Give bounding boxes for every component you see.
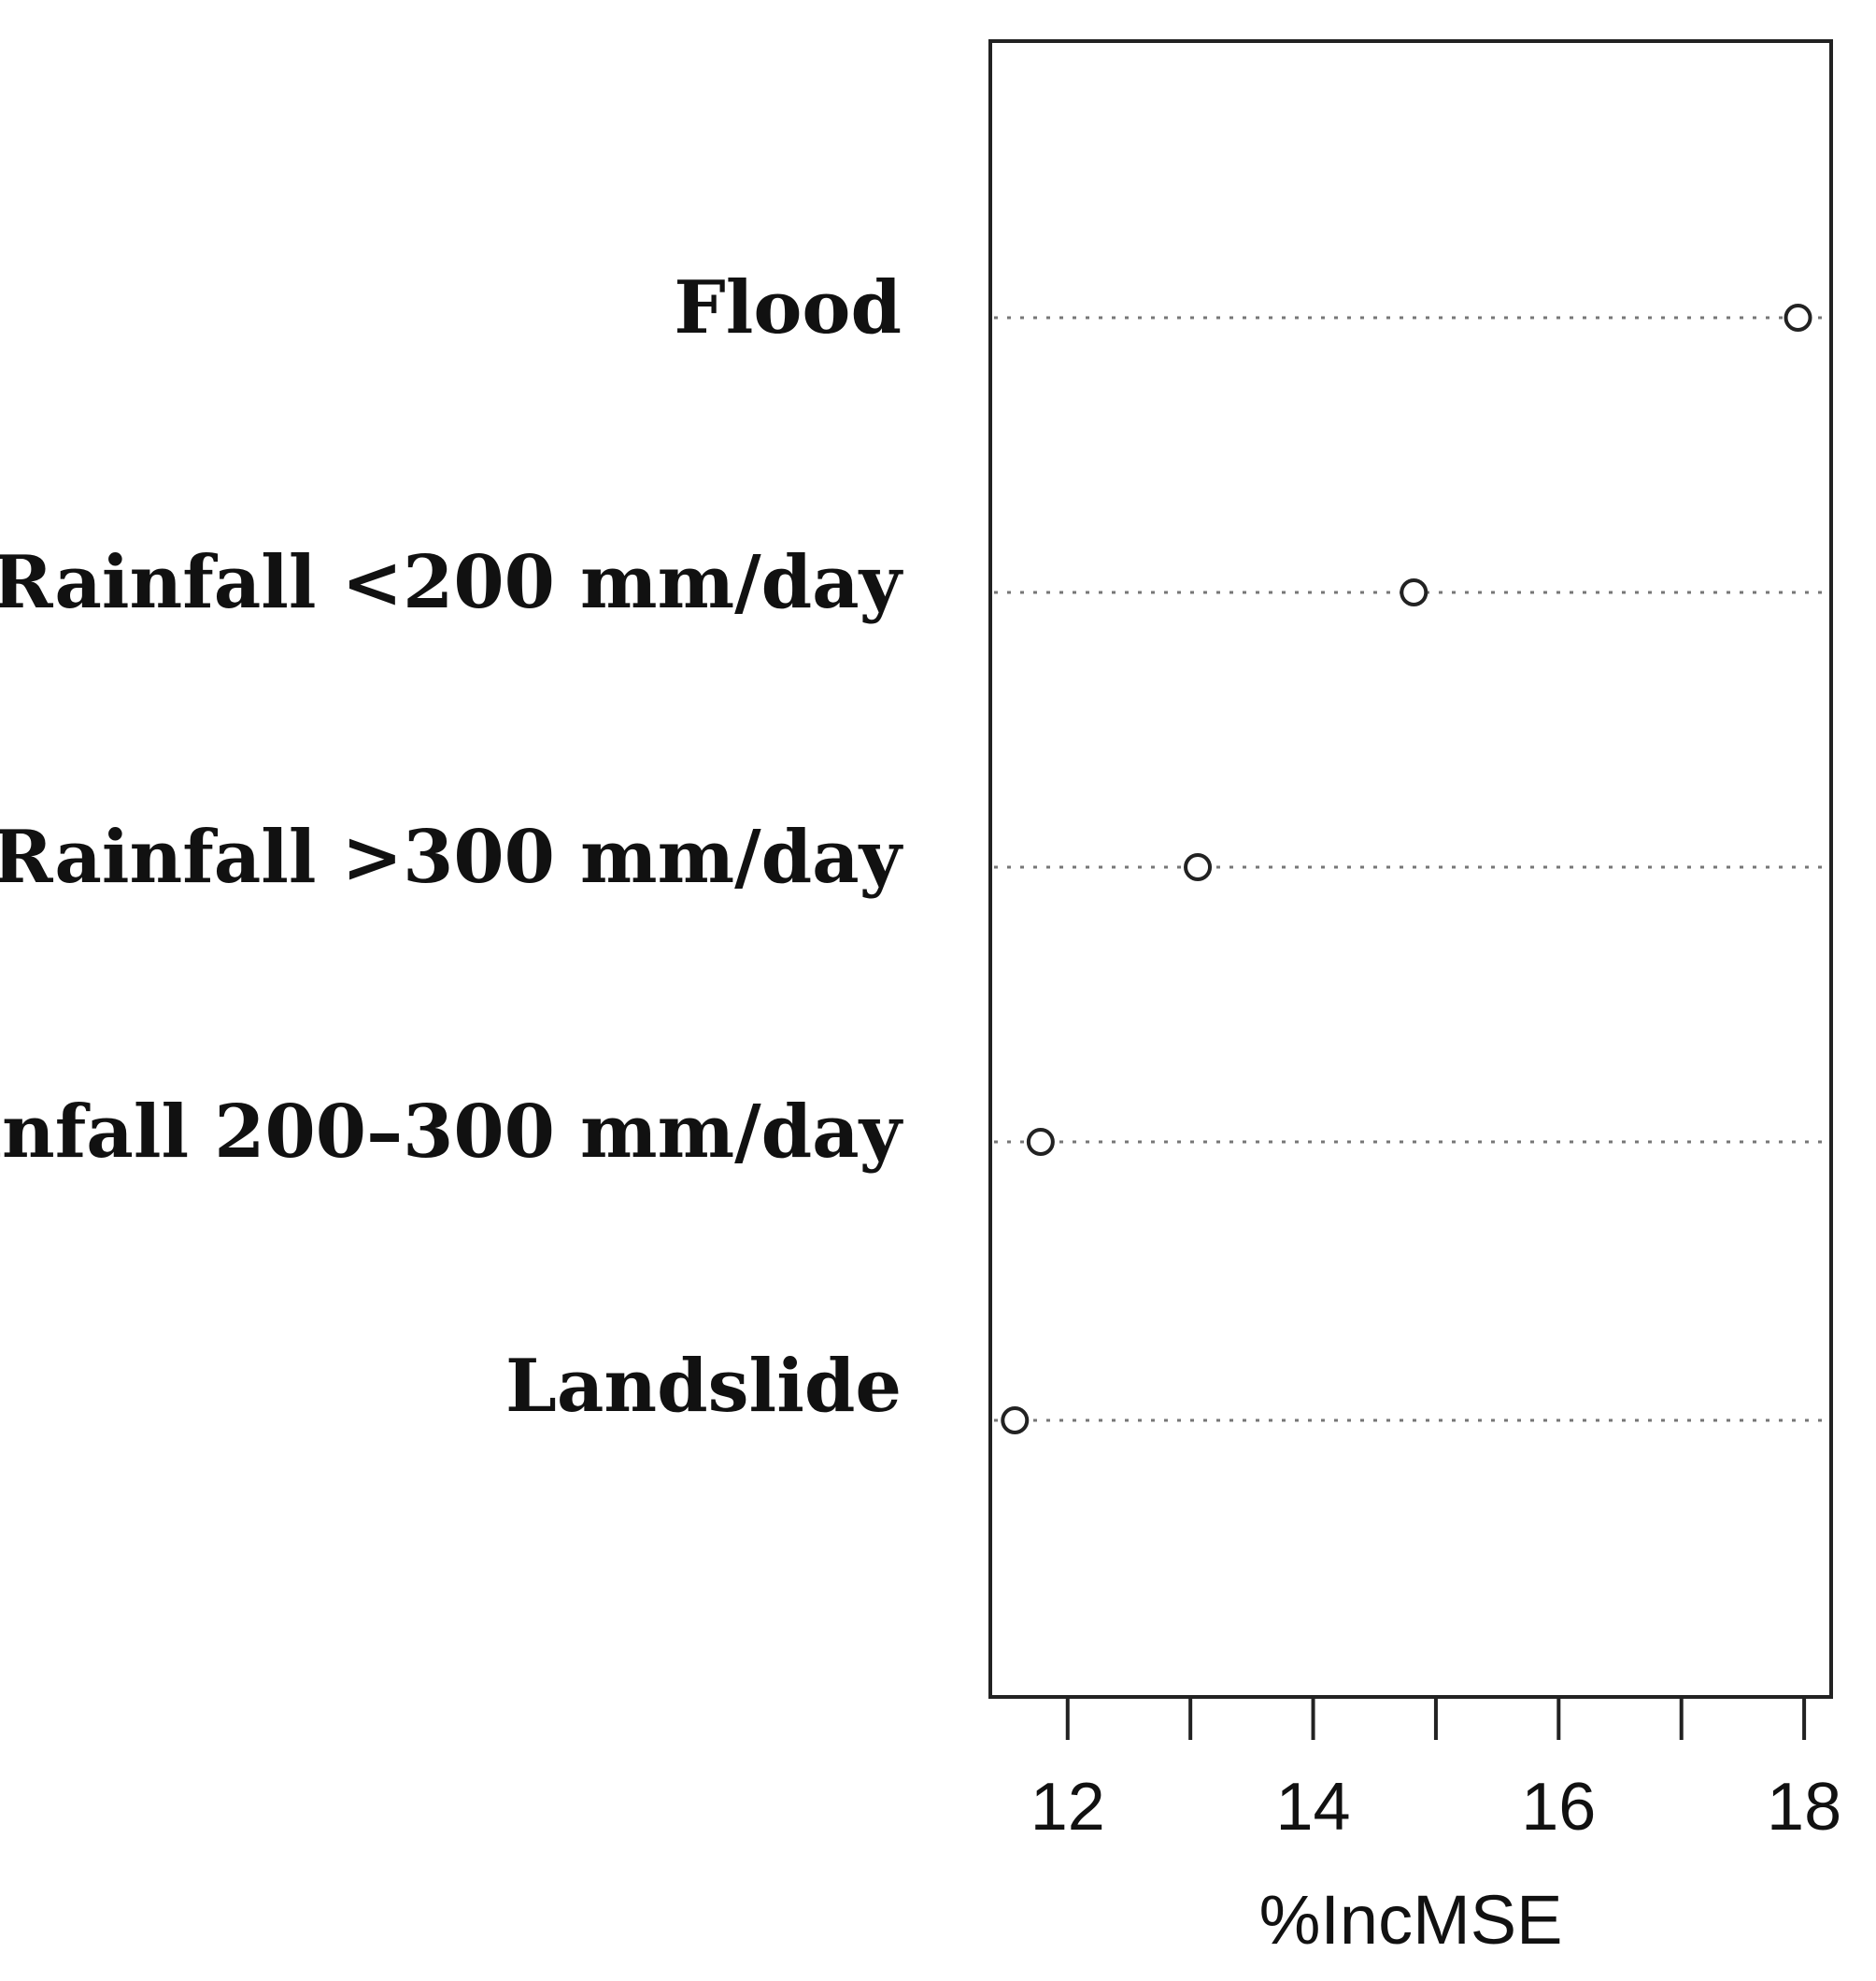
data-points (1001, 304, 1812, 1434)
category-label-5: Landslide (505, 1344, 902, 1429)
x-tick-label-12: 12 (1030, 1770, 1105, 1845)
data-point-4 (1026, 1128, 1055, 1156)
category-labels: Flood Rainfall <200 mm/day Rainfall >300 m… (0, 265, 904, 1429)
category-label-3: Rainfall >300 mm/day (0, 815, 904, 900)
data-point-2 (1400, 578, 1428, 606)
category-label-2: Rainfall <200 mm/day (0, 540, 904, 625)
x-axis: 12 14 16 18 (1030, 1697, 1841, 1845)
data-point-5 (1001, 1406, 1030, 1434)
plot-frame (988, 39, 1833, 1699)
data-point-1 (1784, 304, 1812, 332)
category-label-4: Rainfall 200–300 mm/day (0, 1090, 904, 1175)
category-label-1: Flood (674, 265, 902, 350)
data-point-3 (1184, 853, 1213, 881)
guide-lines (994, 316, 1826, 1422)
x-tick-label-18: 18 (1767, 1770, 1841, 1845)
x-axis-title: %IncMSE (1259, 1881, 1563, 1959)
x-tick-label-14: 14 (1276, 1770, 1351, 1845)
x-tick-label-16: 16 (1521, 1770, 1596, 1845)
